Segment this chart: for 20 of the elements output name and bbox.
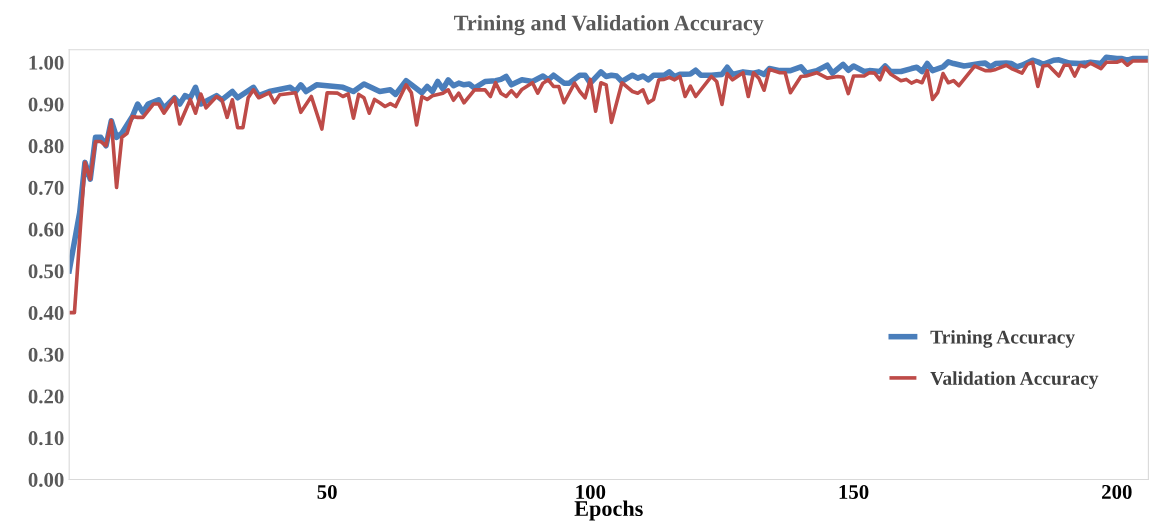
x-tick-label: 150 xyxy=(839,484,869,499)
y-tick-label: 1.00 xyxy=(29,55,64,70)
x-tick-label: 200 xyxy=(1102,484,1132,499)
y-tick-label: 0.50 xyxy=(28,264,64,279)
y-tick-label: 0.20 xyxy=(28,389,64,404)
x-axis-title: Epochs xyxy=(574,500,643,521)
y-tick-label: 0.60 xyxy=(28,222,64,237)
chart-title: Trining and Validation Accuracy xyxy=(454,14,764,36)
x-tick-label: 50 xyxy=(317,484,337,499)
y-tick-label: 0.10 xyxy=(28,431,64,446)
line-series xyxy=(69,58,1149,315)
legend-label: Validation Accuracy xyxy=(930,371,1099,389)
y-tick-label: 0.80 xyxy=(28,139,64,154)
y-tick-label: 0.70 xyxy=(28,180,64,195)
x-tick-label: 100 xyxy=(576,484,606,499)
y-tick-label: 0.90 xyxy=(28,97,64,112)
y-tick-label: 0.40 xyxy=(28,305,64,321)
legend-label: Trining Accuracy xyxy=(930,329,1075,348)
y-tick-label: 0.30 xyxy=(28,347,64,362)
y-tick-label: 0.00 xyxy=(28,472,64,487)
